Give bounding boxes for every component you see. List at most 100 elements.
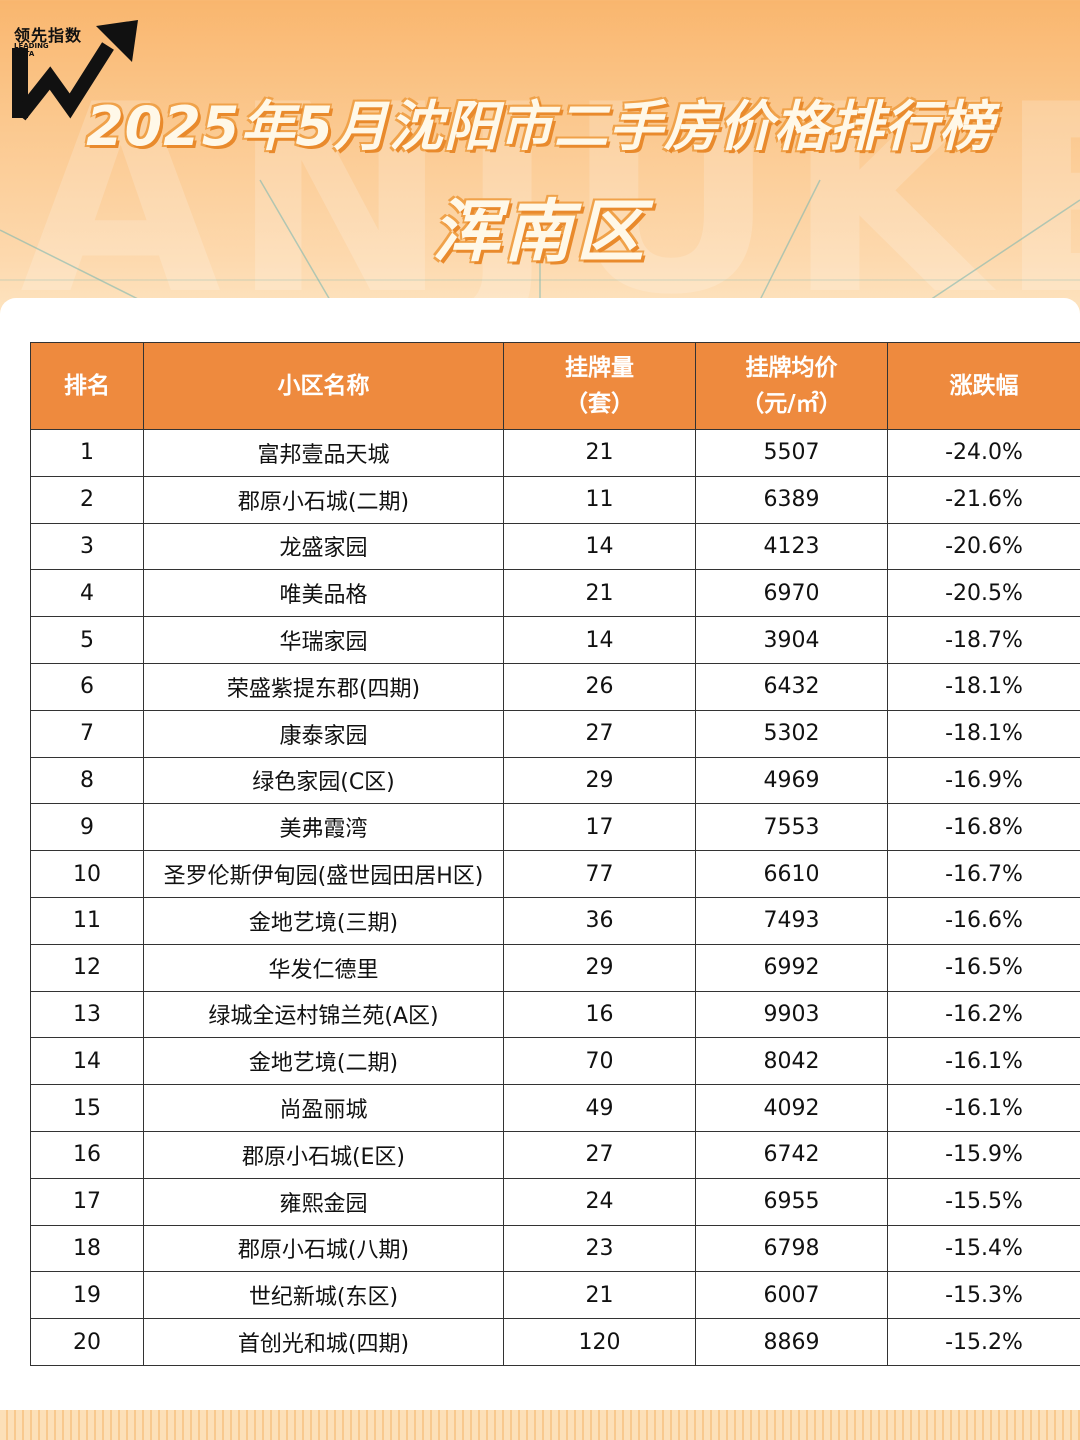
price-cell: 4092	[695, 1084, 888, 1132]
header-change: 涨跌幅	[887, 342, 1080, 430]
change-cell: -16.2%	[887, 990, 1080, 1039]
table-row: 8 绿色家园(C区) 29 4969 -16.9%	[30, 756, 1080, 805]
table-row: 11 金地艺境(三期) 36 7493 -16.6%	[30, 896, 1080, 945]
rank-cell: 7	[30, 709, 144, 758]
price-cell: 4123	[695, 522, 888, 571]
listings-cell: 11	[503, 475, 696, 524]
listings-cell: 21	[503, 569, 696, 618]
rank-cell: 18	[30, 1224, 144, 1273]
rank-cell: 1	[30, 429, 144, 477]
rank-cell: 12	[30, 943, 144, 992]
rank-cell: 13	[30, 990, 144, 1039]
listings-cell: 29	[503, 943, 696, 992]
table-row: 15 尚盈丽城 49 4092 -16.1%	[30, 1084, 1080, 1132]
page-title: 2025年5月沈阳市二手房价格排行榜	[86, 95, 994, 158]
table-row: 17 雍熙金园 24 6955 -15.5%	[30, 1177, 1080, 1226]
change-cell: -16.8%	[887, 803, 1080, 852]
price-cell: 5302	[695, 709, 888, 758]
leading-data-logo	[12, 20, 138, 121]
header-listings-line2: （套）	[565, 391, 634, 417]
change-cell: -15.2%	[887, 1318, 1080, 1366]
listings-cell: 17	[503, 803, 696, 852]
rank-cell: 4	[30, 569, 144, 618]
rank-cell: 20	[30, 1318, 144, 1366]
table-row: 4 唯美品格 21 6970 -20.5%	[30, 569, 1080, 618]
table-row: 18 郡原小石城(八期) 23 6798 -15.4%	[30, 1224, 1080, 1273]
bottom-decorative-strip	[0, 1410, 1080, 1440]
community-name-cell: 圣罗伦斯伊甸园(盛世园田居H区)	[143, 850, 504, 898]
community-name-cell: 金地艺境(二期)	[143, 1037, 504, 1086]
price-cell: 6742	[695, 1130, 888, 1179]
change-cell: -15.4%	[887, 1224, 1080, 1273]
table-row: 12 华发仁德里 29 6992 -16.5%	[30, 943, 1080, 992]
rank-cell: 9	[30, 803, 144, 852]
price-cell: 6432	[695, 662, 888, 711]
listings-cell: 14	[503, 522, 696, 571]
table-row: 16 郡原小石城(E区) 27 6742 -15.9%	[30, 1130, 1080, 1179]
community-name-cell: 金地艺境(三期)	[143, 896, 504, 945]
change-cell: -20.5%	[887, 569, 1080, 618]
price-cell: 9903	[695, 990, 888, 1039]
price-cell: 6992	[695, 943, 888, 992]
listings-cell: 49	[503, 1084, 696, 1132]
change-cell: -21.6%	[887, 475, 1080, 524]
community-name-cell: 华发仁德里	[143, 943, 504, 992]
rank-cell: 15	[30, 1084, 144, 1132]
listings-cell: 24	[503, 1177, 696, 1226]
change-cell: -15.5%	[887, 1177, 1080, 1226]
table-row: 9 美弗霞湾 17 7553 -16.8%	[30, 803, 1080, 852]
header-community-name: 小区名称	[143, 342, 504, 430]
price-cell: 8042	[695, 1037, 888, 1086]
table-row: 5 华瑞家园 14 3904 -18.7%	[30, 616, 1080, 664]
rank-cell: 19	[30, 1271, 144, 1320]
table-row: 6 荣盛紫提东郡(四期) 26 6432 -18.1%	[30, 662, 1080, 711]
rank-cell: 2	[30, 475, 144, 524]
change-cell: -16.9%	[887, 756, 1080, 805]
community-name-cell: 雍熙金园	[143, 1177, 504, 1226]
price-cell: 6970	[695, 569, 888, 618]
district-subtitle: 浑南区	[431, 193, 648, 272]
logo-english-text: LEADING DATA	[14, 42, 49, 58]
listings-cell: 26	[503, 662, 696, 711]
header-price-line1: 挂牌均价	[745, 355, 838, 381]
listings-cell: 27	[503, 709, 696, 758]
community-name-cell: 康泰家园	[143, 709, 504, 758]
table-row: 19 世纪新城(东区) 21 6007 -15.3%	[30, 1271, 1080, 1320]
community-name-cell: 富邦壹品天城	[143, 429, 504, 477]
header-price-line2: （元/㎡）	[741, 391, 842, 417]
community-name-cell: 世纪新城(东区)	[143, 1271, 504, 1320]
listings-cell: 29	[503, 756, 696, 805]
price-cell: 7553	[695, 803, 888, 852]
price-cell: 6610	[695, 850, 888, 898]
header-listings-line1: 挂牌量	[565, 355, 634, 381]
rank-cell: 14	[30, 1037, 144, 1086]
community-name-cell: 绿色家园(C区)	[143, 756, 504, 805]
listings-cell: 27	[503, 1130, 696, 1179]
change-cell: -16.1%	[887, 1037, 1080, 1086]
price-cell: 4969	[695, 756, 888, 805]
change-cell: -20.6%	[887, 522, 1080, 571]
rank-cell: 8	[30, 756, 144, 805]
listings-cell: 14	[503, 616, 696, 664]
community-name-cell: 绿城全运村锦兰苑(A区)	[143, 990, 504, 1039]
community-name-cell: 唯美品格	[143, 569, 504, 618]
price-cell: 6955	[695, 1177, 888, 1226]
table-row: 3 龙盛家园 14 4123 -20.6%	[30, 522, 1080, 571]
table-row: 2 郡原小石城(二期) 11 6389 -21.6%	[30, 475, 1080, 524]
ranking-table: 排名 小区名称 挂牌量 （套） 挂牌均价 （元/㎡） 涨跌幅 1 富邦壹品天城 21 55…	[30, 342, 1080, 1366]
table-row: 10 圣罗伦斯伊甸园(盛世园田居H区) 77 6610 -16.7%	[30, 850, 1080, 898]
listings-cell: 120	[503, 1318, 696, 1366]
table-row: 14 金地艺境(二期) 70 8042 -16.1%	[30, 1037, 1080, 1086]
community-name-cell: 郡原小石城(八期)	[143, 1224, 504, 1273]
rank-cell: 3	[30, 522, 144, 571]
listings-cell: 36	[503, 896, 696, 945]
listings-cell: 21	[503, 1271, 696, 1320]
price-cell: 5507	[695, 429, 888, 477]
community-name-cell: 郡原小石城(E区)	[143, 1130, 504, 1179]
listings-cell: 77	[503, 850, 696, 898]
change-cell: -16.1%	[887, 1084, 1080, 1132]
rank-cell: 5	[30, 616, 144, 664]
listings-cell: 21	[503, 429, 696, 477]
table-row: 1 富邦壹品天城 21 5507 -24.0%	[30, 429, 1080, 477]
header-avg-price: 挂牌均价 （元/㎡）	[695, 342, 888, 430]
